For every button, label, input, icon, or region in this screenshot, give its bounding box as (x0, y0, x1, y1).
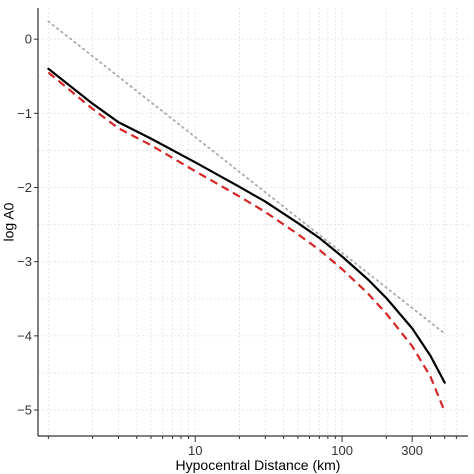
y-axis-title: log A0 (1, 202, 17, 241)
ticks: 10 100 300 0 −1 −2 −3 −4 −5 (17, 32, 457, 458)
x-axis-title: Hypocentral Distance (km) (176, 457, 341, 473)
y-tick-label: −1 (17, 106, 32, 121)
y-tick-label: −4 (17, 328, 32, 343)
x-tick-label: 10 (188, 443, 202, 458)
series-line-2-dashed (47, 71, 446, 412)
x-tick-label: 300 (401, 443, 423, 458)
y-tick-label: −3 (17, 254, 32, 269)
y-tick-label: −5 (17, 403, 32, 418)
grid (38, 8, 468, 436)
y-tick-label: −2 (17, 180, 32, 195)
plot-background (38, 8, 468, 436)
series-line-3-dotted (47, 20, 446, 335)
x-tick-label: 100 (331, 443, 353, 458)
series-line-1-solid (47, 67, 446, 384)
series-layer (47, 20, 446, 412)
y-tick-label: 0 (25, 32, 32, 47)
axes (37, 8, 468, 437)
